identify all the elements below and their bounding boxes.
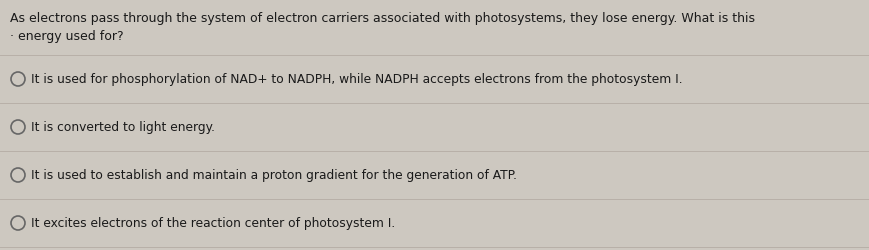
Text: It is converted to light energy.: It is converted to light energy. xyxy=(31,121,215,134)
Text: It excites electrons of the reaction center of photosystem I.: It excites electrons of the reaction cen… xyxy=(31,217,395,230)
Text: · energy used for?: · energy used for? xyxy=(10,30,123,43)
Text: It is used to establish and maintain a proton gradient for the generation of ATP: It is used to establish and maintain a p… xyxy=(31,169,517,182)
Text: As electrons pass through the system of electron carriers associated with photos: As electrons pass through the system of … xyxy=(10,12,755,25)
Text: It is used for phosphorylation of NAD+ to NADPH, while NADPH accepts electrons f: It is used for phosphorylation of NAD+ t… xyxy=(31,73,683,86)
